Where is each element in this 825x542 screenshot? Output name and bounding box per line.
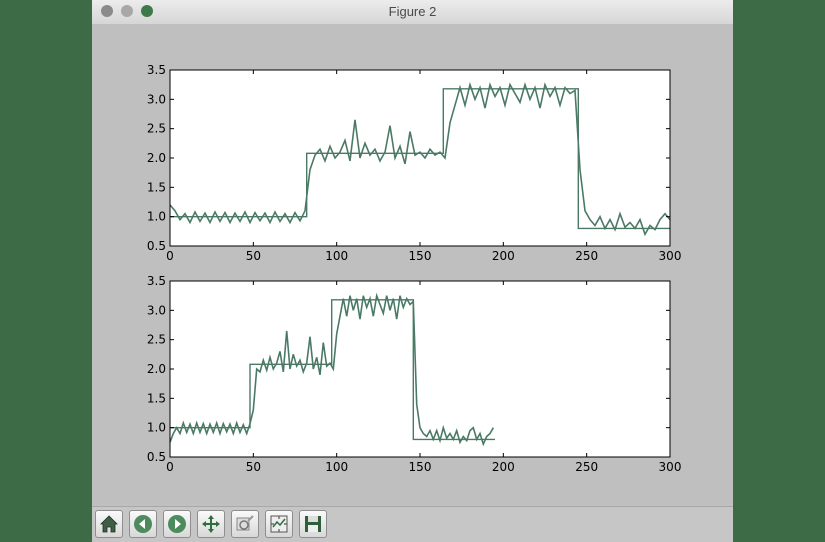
window-title: Figure 2 [388, 4, 437, 19]
x-tick-label: 200 [492, 460, 515, 474]
navigation-toolbar [92, 506, 733, 542]
forward-button[interactable] [163, 510, 191, 538]
figure-window: Figure 2 0 50 100 150 200 250 300 0.5 1.0 1.5 2.0 2… [92, 0, 733, 542]
y-tick-label: 1.0 [147, 210, 166, 224]
series-step-line [170, 88, 670, 230]
x-tick-label: 100 [325, 249, 348, 263]
x-tick-label: 300 [659, 460, 682, 474]
y-tick-label: 2.0 [147, 151, 166, 165]
series-noisy-line [169, 292, 494, 447]
y-tick-label: 0.5 [147, 450, 166, 464]
axes-background [170, 70, 670, 246]
y-tick-label: 0.5 [147, 239, 166, 253]
x-tick-label: 200 [492, 249, 515, 263]
series-noisy-line [169, 81, 671, 237]
subplot-bottom: 0 50 100 150 200 250 300 0.5 1.0 1.5 2.0 2.5 3.0 3.5 [147, 274, 682, 474]
title-bar: Figure 2 [92, 0, 733, 25]
zoom-rect-icon [236, 515, 254, 531]
zoom-button[interactable] [231, 510, 259, 538]
x-tick-label: 50 [246, 249, 261, 263]
x-tick-label: 0 [166, 249, 174, 263]
y-tick-label: 3.0 [147, 92, 166, 106]
x-tick-label: 250 [575, 460, 598, 474]
x-tick-label: 100 [325, 460, 348, 474]
x-tick-label: 150 [409, 460, 432, 474]
y-tick-label: 2.5 [147, 122, 166, 136]
save-button[interactable] [299, 510, 327, 538]
home-icon [100, 515, 118, 533]
x-tick-label: 50 [246, 460, 261, 474]
x-tick-label: 250 [575, 249, 598, 263]
minimize-window-button[interactable] [121, 5, 133, 17]
pan-button[interactable] [197, 510, 225, 538]
y-tick-label: 3.0 [147, 303, 166, 317]
home-button[interactable] [95, 510, 123, 538]
x-tick-label: 150 [409, 249, 432, 263]
x-tick-label: 0 [166, 460, 174, 474]
y-tick-label: 1.5 [147, 391, 166, 405]
y-tick-label: 3.5 [147, 63, 166, 77]
close-window-button[interactable] [101, 5, 113, 17]
series-step-line [170, 299, 495, 441]
zoom-window-button[interactable] [141, 5, 153, 17]
back-arrow-icon [134, 515, 152, 533]
y-tick-label: 3.5 [147, 274, 166, 288]
y-tick-label: 1.5 [147, 180, 166, 194]
y-tick-label: 2.0 [147, 362, 166, 376]
x-tick-label: 300 [659, 249, 682, 263]
y-tick-label: 2.5 [147, 333, 166, 347]
back-button[interactable] [129, 510, 157, 538]
y-tick-label: 1.0 [147, 421, 166, 435]
subplots-button[interactable] [265, 510, 293, 538]
move-arrows-icon [202, 515, 220, 533]
forward-arrow-icon [168, 515, 186, 533]
floppy-disk-icon [305, 516, 321, 532]
subplot-top: 0 50 100 150 200 250 300 0.5 1.0 1.5 2.0 2.5 3.0 3.5 [147, 63, 682, 263]
figure-canvas: 0 50 100 150 200 250 3000.51.01.52.02.53.03.5 … [92, 24, 733, 504]
configure-subplots-icon [270, 515, 288, 533]
